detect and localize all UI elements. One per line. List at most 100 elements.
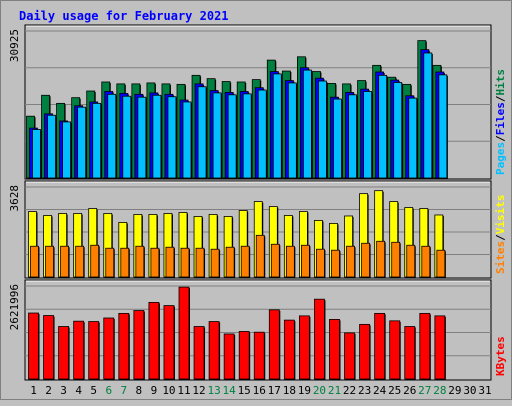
- bar-pages-day-20: [318, 80, 327, 179]
- bar-sites-day-2: [45, 245, 54, 278]
- day-label-2: 2: [45, 384, 52, 397]
- bar-pages-day-27: [423, 52, 433, 179]
- bar-pages-day-18: [287, 82, 297, 179]
- bar-kbytes-day-18: [283, 319, 295, 380]
- bar-pages-day-13: [212, 92, 222, 179]
- bar-pages-day-3: [62, 121, 71, 179]
- day-label-24: 24: [373, 384, 387, 397]
- bar-kbytes-day-3: [58, 326, 69, 380]
- bar-pages-day-26: [408, 97, 418, 179]
- day-label-6: 6: [105, 384, 112, 397]
- bar-sites-day-20: [316, 248, 325, 278]
- bar-pages-day-4: [77, 106, 87, 179]
- day-label-4: 4: [75, 384, 82, 397]
- bar-kbytes-day-23: [359, 323, 371, 380]
- bar-sites-day-6: [105, 247, 115, 278]
- day-label-31: 31: [478, 384, 491, 397]
- day-label-14: 14: [223, 384, 237, 397]
- day-label-5: 5: [90, 384, 97, 397]
- day-label-11: 11: [177, 384, 190, 397]
- bar-pages-day-7: [122, 95, 132, 179]
- legend-item-hits-files-pages-0: Pages: [494, 142, 507, 175]
- bar-pages-day-2: [47, 114, 56, 179]
- bar-pages-day-21: [333, 98, 342, 179]
- day-label-16: 16: [253, 384, 266, 397]
- day-label-18: 18: [283, 384, 296, 397]
- bar-kbytes-day-24: [374, 312, 386, 380]
- bar-sites-day-4: [75, 245, 85, 278]
- bar-kbytes-day-16: [253, 331, 265, 380]
- day-label-19: 19: [298, 384, 311, 397]
- bar-pages-day-16: [257, 89, 267, 179]
- bar-pages-day-24: [378, 74, 388, 179]
- bar-sites-day-14: [225, 246, 235, 278]
- bar-sites-day-24: [376, 240, 386, 278]
- legend-hits-files-pages: Pages/Files/Hits: [494, 69, 507, 175]
- day-label-26: 26: [403, 384, 416, 397]
- day-label-9: 9: [151, 384, 158, 397]
- bar-pages-day-15: [242, 93, 252, 179]
- bar-sites-day-17: [270, 243, 280, 278]
- bar-pages-day-23: [363, 91, 373, 179]
- day-label-25: 25: [388, 384, 401, 397]
- legend-item-visits-sites-1: /: [494, 234, 507, 241]
- bar-kbytes-day-1: [28, 312, 39, 380]
- day-label-17: 17: [268, 384, 281, 397]
- bar-kbytes-day-13: [208, 321, 220, 380]
- bar-pages-day-12: [197, 86, 207, 179]
- legend-item-visits-sites-0: Sites: [494, 241, 507, 274]
- bar-kbytes-day-21: [329, 319, 340, 380]
- bar-kbytes-day-20: [314, 298, 325, 380]
- legend-item-hits-files-pages-3: /: [494, 95, 507, 102]
- bar-kbytes-day-5: [88, 321, 100, 380]
- bar-kbytes-day-17: [268, 309, 280, 380]
- day-label-3: 3: [60, 384, 67, 397]
- bar-kbytes-day-27: [419, 312, 431, 380]
- bar-sites-day-1: [30, 245, 39, 278]
- legend-item-hits-files-pages-1: /: [494, 135, 507, 142]
- bar-kbytes-day-28: [434, 315, 446, 380]
- bar-sites-day-7: [120, 247, 130, 278]
- bar-sites-day-12: [195, 247, 205, 278]
- bar-pages-day-22: [348, 94, 357, 179]
- bar-kbytes-day-2: [43, 315, 54, 380]
- day-label-20: 20: [313, 384, 326, 397]
- bar-kbytes-day-15: [238, 331, 250, 380]
- legend-item-kbytes-0: KBytes: [494, 336, 507, 376]
- chart-title: Daily usage for February 2021: [19, 9, 229, 23]
- bar-pages-day-10: [167, 96, 177, 179]
- bar-kbytes-day-8: [133, 310, 145, 380]
- bar-kbytes-day-7: [118, 312, 130, 380]
- bar-pages-day-25: [393, 82, 403, 179]
- bar-sites-day-23: [361, 242, 371, 278]
- bar-sites-day-22: [346, 245, 355, 278]
- bar-sites-day-18: [285, 245, 295, 278]
- day-label-23: 23: [358, 384, 371, 397]
- bar-kbytes-day-26: [404, 326, 416, 380]
- day-label-1: 1: [30, 384, 37, 397]
- legend-visits-sites: Sites/Visits: [494, 195, 507, 275]
- day-label-22: 22: [343, 384, 356, 397]
- bar-kbytes-day-12: [193, 326, 205, 380]
- bar-kbytes-day-14: [223, 333, 235, 380]
- bar-pages-day-14: [227, 94, 237, 179]
- day-label-8: 8: [136, 384, 143, 397]
- day-label-29: 29: [448, 384, 461, 397]
- legend-item-visits-sites-2: Visits: [494, 195, 507, 235]
- bar-sites-day-27: [421, 245, 431, 278]
- bar-sites-day-25: [391, 241, 401, 278]
- bar-pages-day-1: [32, 129, 41, 179]
- bar-kbytes-day-10: [163, 305, 175, 380]
- bar-sites-day-3: [60, 245, 69, 278]
- bar-pages-day-11: [182, 101, 192, 179]
- bar-kbytes-day-11: [178, 286, 190, 380]
- bar-sites-day-10: [165, 246, 175, 278]
- day-label-21: 21: [328, 384, 341, 397]
- bar-pages-day-5: [92, 102, 102, 179]
- bar-pages-day-8: [137, 96, 147, 179]
- bar-sites-day-11: [180, 247, 190, 278]
- bar-sites-day-21: [331, 249, 340, 278]
- max-label-hits-files-pages: 30925: [8, 29, 21, 62]
- legend-item-hits-files-pages-4: Hits: [494, 69, 507, 96]
